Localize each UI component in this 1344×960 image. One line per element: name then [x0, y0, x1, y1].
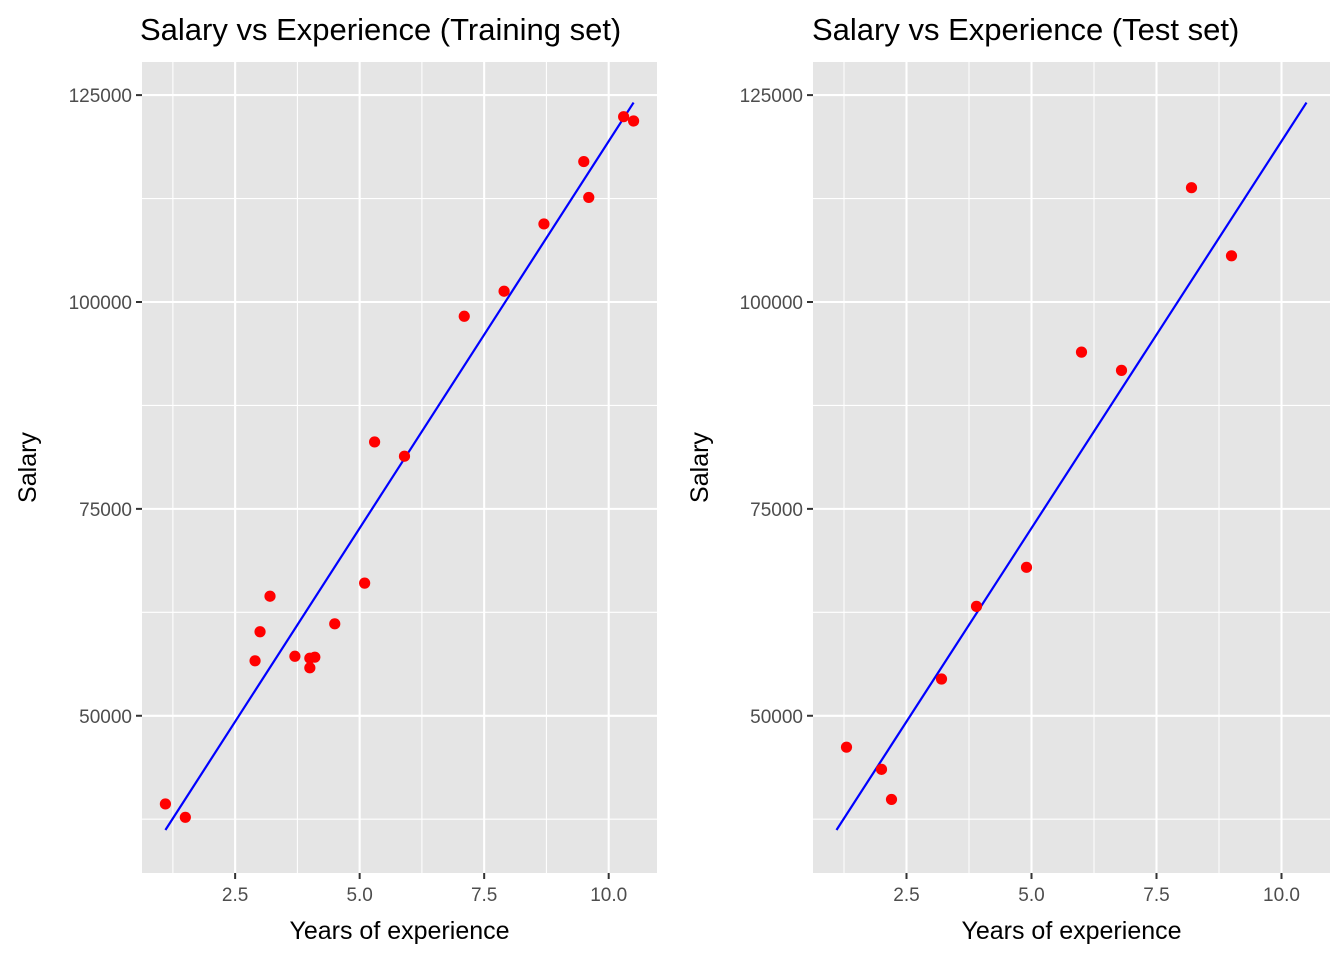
y-tick-label: 75000 — [79, 500, 132, 521]
x-tick-label: 2.5 — [893, 885, 919, 906]
data-point — [458, 310, 470, 322]
plot-test-set: 2.5 5.0 7.5 10.0 50000 75000 100000 125000 Sala… — [686, 12, 1330, 945]
y-tick-label: 100000 — [69, 293, 132, 314]
x-tick-label: 7.5 — [471, 885, 497, 906]
data-point — [1075, 346, 1088, 358]
chart-title-training: Salary vs Experience (Training set) — [140, 12, 621, 47]
data-point — [627, 115, 640, 127]
data-point — [304, 662, 316, 674]
y-tick-label: 75000 — [750, 500, 803, 521]
data-point — [398, 450, 411, 462]
regression-line — [164, 101, 635, 831]
x-tick-label: 7.5 — [1143, 885, 1169, 906]
data-point — [254, 626, 266, 638]
data-point — [1020, 561, 1033, 573]
data-point — [179, 811, 191, 823]
data-point — [578, 155, 590, 168]
data-point — [309, 651, 321, 663]
y-tick-label: 50000 — [79, 707, 132, 728]
y-axis-label-training: Salary — [14, 432, 42, 503]
data-point — [359, 577, 371, 589]
data-point — [498, 285, 510, 297]
data-point — [1185, 182, 1198, 194]
data-point — [935, 673, 948, 685]
data-point — [368, 436, 381, 448]
data-point — [583, 191, 595, 204]
data-point — [840, 741, 853, 753]
y-tick-label: 125000 — [69, 86, 132, 107]
data-point — [1225, 250, 1238, 262]
data-point — [875, 763, 888, 775]
data-point — [159, 798, 172, 810]
data-point — [885, 793, 898, 806]
plot-training-set: 2.5 5.0 7.5 10.0 50000 75000 100000 125000 Sala… — [14, 12, 657, 945]
data-point — [264, 590, 276, 602]
x-axis-label-training: Years of experience — [289, 917, 509, 945]
chart-title-test: Salary vs Experience (Test set) — [812, 12, 1239, 47]
data-point — [970, 600, 983, 612]
x-tick-label: 5.0 — [346, 885, 372, 906]
data-point — [249, 655, 261, 667]
y-tick-label: 50000 — [750, 707, 803, 728]
x-axis-label-test: Years of experience — [961, 917, 1181, 945]
y-axis-label-test: Salary — [686, 432, 714, 503]
data-point — [329, 618, 341, 630]
data-point — [618, 111, 630, 123]
data-point — [289, 650, 301, 662]
y-tick-label: 100000 — [740, 293, 803, 314]
data-point — [1115, 364, 1128, 376]
x-tick-label: 2.5 — [222, 885, 248, 906]
data-point — [538, 218, 550, 230]
x-tick-label: 5.0 — [1018, 885, 1044, 906]
x-tick-label: 10.0 — [590, 885, 627, 906]
regression-line — [835, 101, 1308, 831]
y-tick-label: 125000 — [740, 86, 803, 107]
x-tick-label: 10.0 — [1263, 885, 1300, 906]
